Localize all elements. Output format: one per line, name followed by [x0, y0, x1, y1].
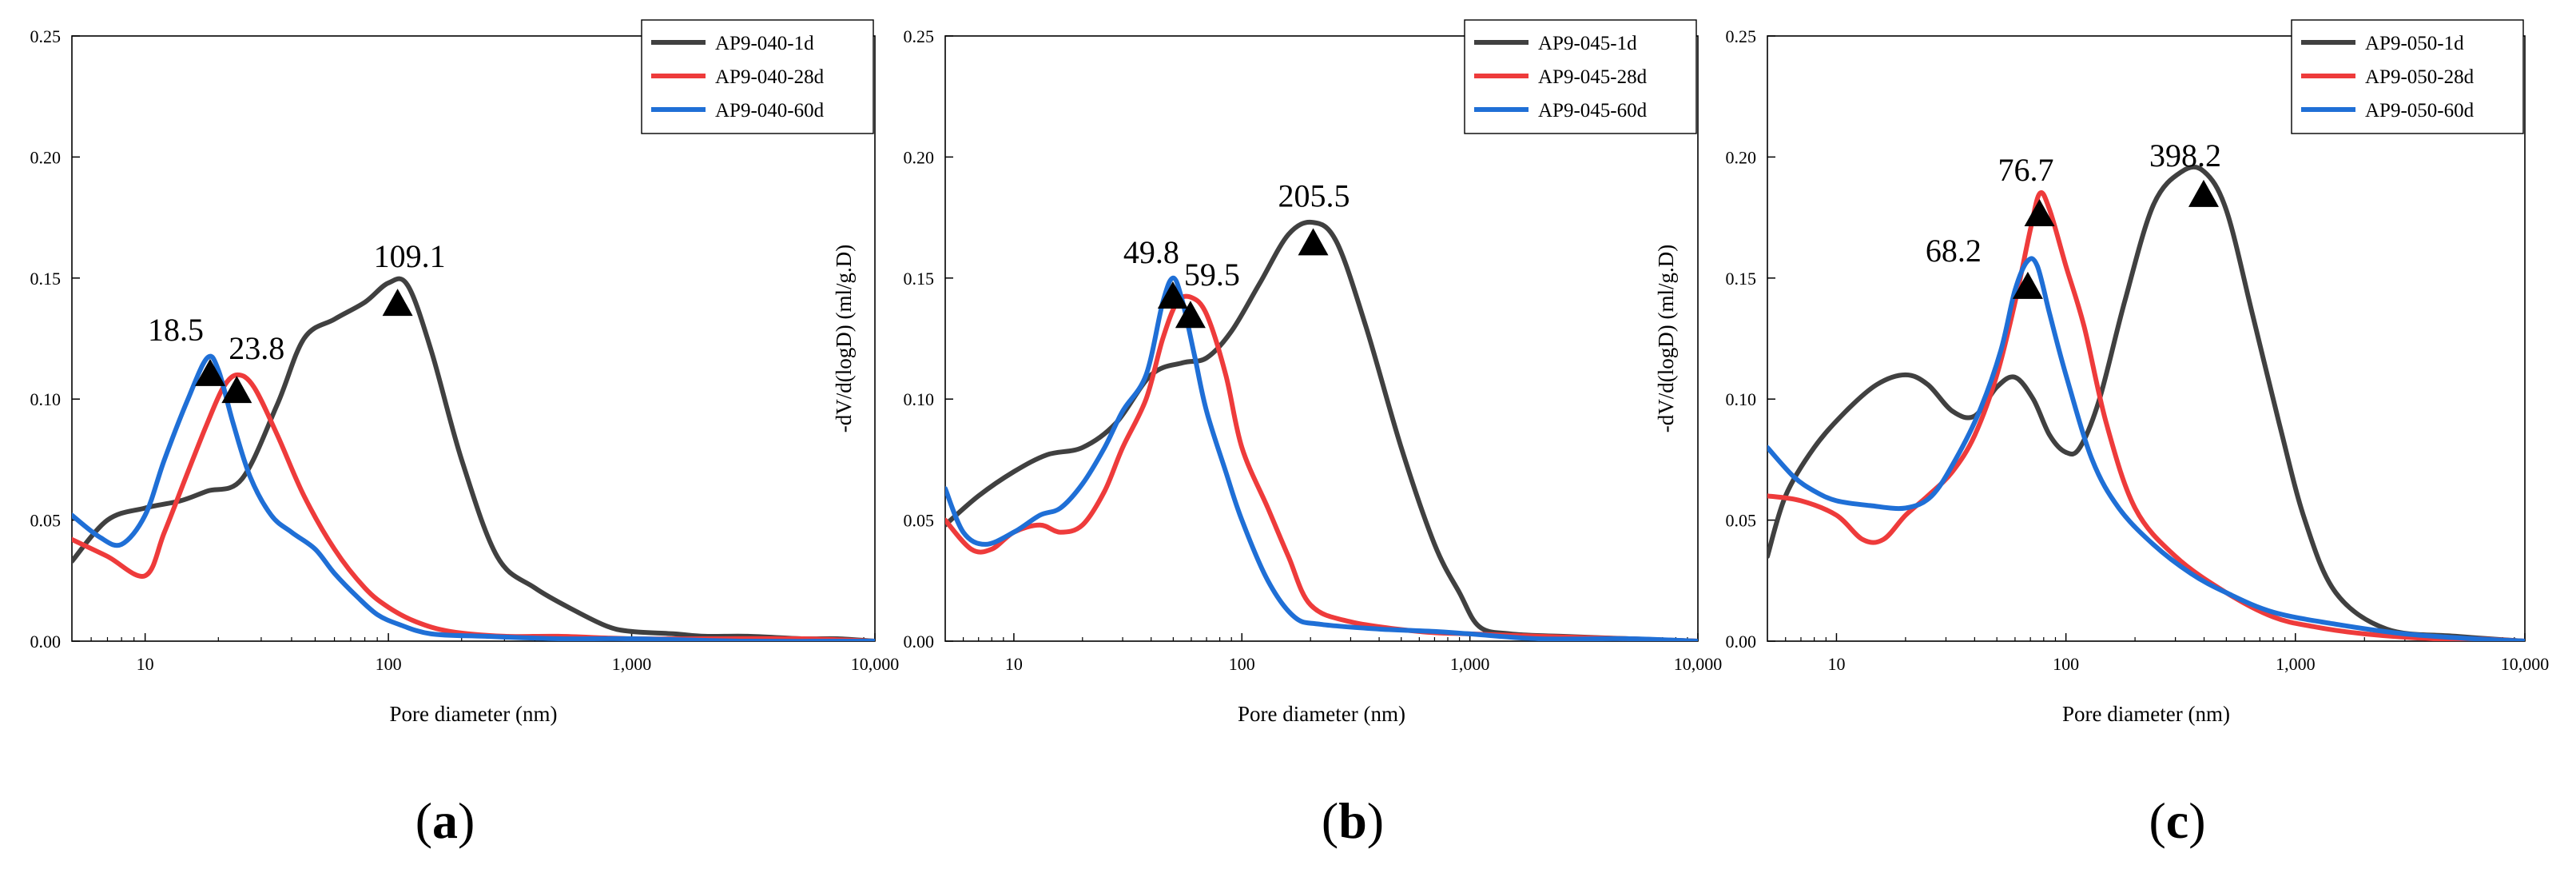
peak-marker — [382, 289, 413, 317]
peak-marker — [1157, 281, 1188, 309]
legend: AP9-045-1d AP9-045-28d AP9-045-60d — [1464, 19, 1697, 134]
x-axis-label: Pore diameter (nm) — [1238, 702, 1405, 726]
y-tick-label: 0.00 — [30, 632, 62, 652]
panel-letter: (c) — [2149, 792, 2205, 849]
y-tick-label: 0.15 — [30, 269, 62, 289]
y-tick-label: 0.15 — [904, 269, 935, 289]
legend-entry: AP9-040-28d — [715, 66, 825, 88]
series-group — [72, 276, 875, 641]
y-tick-label: 0.20 — [30, 147, 62, 167]
y-tick-label: 0.25 — [30, 26, 62, 46]
plot-frame — [944, 35, 1699, 642]
y-tick-label: 0.00 — [904, 632, 935, 652]
peak-marker — [221, 376, 252, 404]
plot-frame — [1767, 35, 2526, 642]
y-tick-label: 0.10 — [1726, 389, 1757, 409]
y-tick-label: 0.25 — [1726, 26, 1757, 46]
legend-entry: AP9-045-1d — [1538, 33, 1637, 54]
peak-label: 49.8 — [1123, 234, 1179, 270]
x-axis-label: Pore diameter (nm) — [2062, 702, 2230, 726]
y-tick-label: 0.05 — [904, 511, 935, 531]
chart-panel-b: 0.00 0.05 0.10 0.15 0.20 0.25 10 100 1,000 10,000… — [832, 19, 1723, 849]
peak-marker — [2024, 199, 2055, 227]
x-tick-label: 10 — [1005, 654, 1023, 674]
x-tick-label: 100 — [376, 654, 402, 674]
legend-entry: AP9-050-1d — [2365, 33, 2464, 54]
chart-panel-c: 0.00 0.05 0.10 0.15 0.20 0.25 10 100 1,000 10,000… — [1654, 19, 2550, 849]
series-group — [1767, 164, 2525, 641]
y-axis-label: -dV/d(logD) (ml/g.D) — [1654, 245, 1678, 433]
series-line-AP9-050-28d — [1767, 189, 2525, 641]
x-tick-label: 1,000 — [1450, 654, 1490, 674]
series-line-AP9-040-28d — [72, 372, 875, 641]
peak-marker — [2012, 271, 2043, 299]
series-line-AP9-045-60d — [945, 275, 1698, 641]
series-line-AP9-045-1d — [945, 219, 1698, 641]
legend-entry: AP9-050-28d — [2365, 66, 2475, 88]
y-tick-label: 0.05 — [1726, 511, 1757, 531]
series-line-AP9-040-60d — [72, 353, 875, 641]
peak-label: 76.7 — [1998, 152, 2054, 188]
y-tick-label: 0.25 — [904, 26, 935, 46]
y-tick-label: 0.15 — [1726, 269, 1757, 289]
legend-entry: AP9-045-28d — [1538, 66, 1648, 88]
legend-entry: AP9-045-60d — [1538, 100, 1648, 122]
legend-entry: AP9-040-60d — [715, 100, 825, 122]
x-tick-label: 10 — [1827, 654, 1845, 674]
panel-letter: (b) — [1322, 792, 1384, 849]
peak-label: 109.1 — [374, 238, 446, 274]
peak-label: 18.5 — [148, 312, 204, 348]
peak-marker — [2188, 179, 2219, 207]
legend-entry: AP9-040-1d — [715, 33, 814, 54]
x-tick-label: 1,000 — [612, 654, 652, 674]
x-tick-label: 10,000 — [1674, 654, 1723, 674]
peak-label: 59.5 — [1184, 257, 1240, 293]
y-axis-label: -dV/d(logD) (ml/g.D) — [832, 245, 856, 433]
legend: AP9-040-1d AP9-040-28d AP9-040-60d — [641, 19, 874, 134]
chart-panel-a: 0.00 0.05 0.10 0.15 0.20 0.25 10 100 1,000 10,000… — [30, 19, 900, 849]
peak-marker — [1175, 301, 1206, 329]
peak-label: 398.2 — [2149, 138, 2221, 173]
plot-frame — [71, 35, 876, 642]
x-tick-label: 10 — [137, 654, 154, 674]
peak-label: 68.2 — [1926, 233, 1982, 269]
y-tick-label: 0.00 — [1726, 632, 1757, 652]
peak-label: 23.8 — [229, 330, 284, 366]
x-tick-label: 100 — [1229, 654, 1255, 674]
y-tick-label: 0.05 — [30, 511, 62, 531]
panel-letter: (a) — [415, 792, 475, 849]
series-group — [945, 219, 1698, 641]
series-line-AP9-045-28d — [945, 293, 1698, 641]
peak-marker — [1298, 228, 1329, 256]
x-tick-label: 10,000 — [2501, 654, 2550, 674]
x-tick-label: 1,000 — [2276, 654, 2316, 674]
y-tick-label: 0.10 — [30, 389, 62, 409]
series-line-AP9-050-1d — [1767, 164, 2525, 641]
y-tick-label: 0.20 — [1726, 147, 1757, 167]
legend-entry: AP9-050-60d — [2365, 100, 2475, 122]
x-tick-label: 10,000 — [851, 654, 900, 674]
series-line-AP9-050-60d — [1767, 256, 2525, 641]
x-axis-label: Pore diameter (nm) — [390, 702, 558, 726]
legend: AP9-050-1d AP9-050-28d AP9-050-60d — [2291, 19, 2524, 134]
peak-label: 205.5 — [1278, 177, 1350, 213]
x-tick-label: 100 — [2053, 654, 2079, 674]
series-line-AP9-040-1d — [72, 276, 875, 641]
y-tick-label: 0.20 — [904, 147, 935, 167]
y-tick-label: 0.10 — [904, 389, 935, 409]
peak-marker — [194, 358, 225, 386]
